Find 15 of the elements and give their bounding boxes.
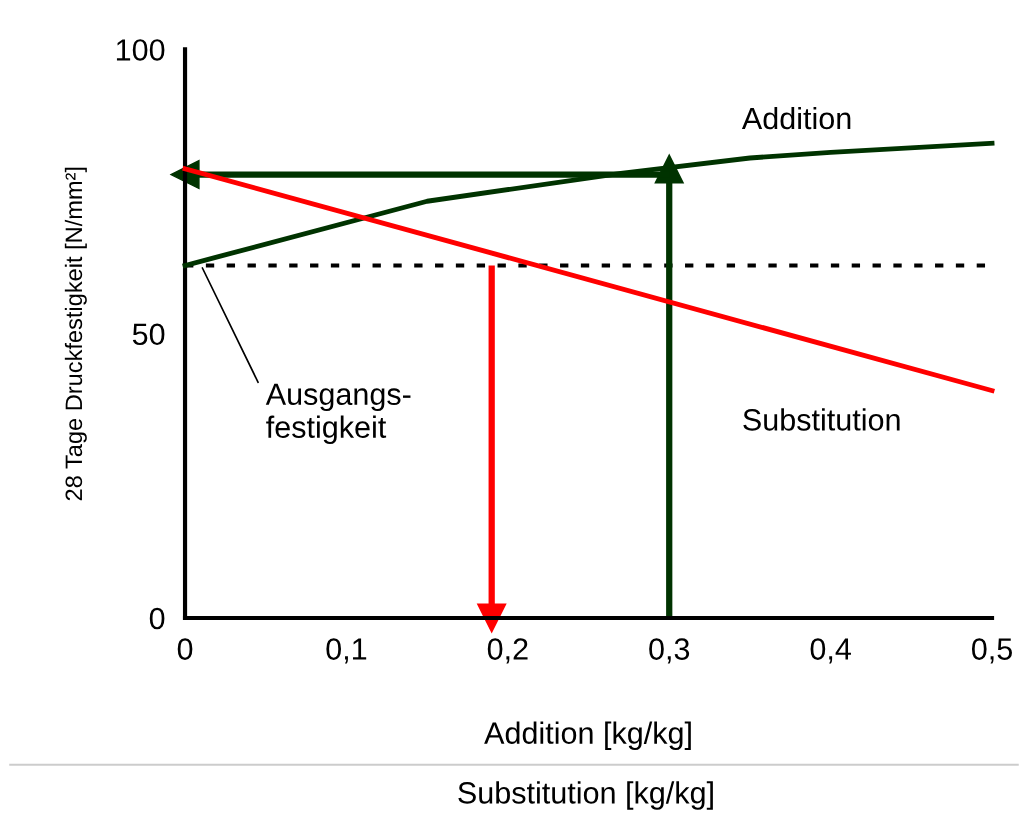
x-tick-label: 0,3 (649, 638, 690, 664)
series-label: Addition (741, 106, 851, 130)
x-tick-label: 0,5 (971, 638, 1012, 664)
x-tick-label: 0,2 (487, 638, 528, 664)
x-axis-title: Addition [kg/kg] (484, 721, 691, 750)
x-tick-label: 0,1 (326, 638, 367, 664)
y-tick-label: 100 (116, 39, 165, 61)
y-axis-title: 28 Tage Druckfestigkeit [N/mm²] (64, 167, 87, 501)
x-tick-label: 0 (177, 638, 193, 660)
series-label: Substitution (743, 408, 900, 431)
text: Substitution [kg/kg] (458, 781, 713, 810)
x-tick-label: 0,4 (810, 638, 851, 664)
annotation: Ausgangs- festigkeit (265, 383, 411, 445)
y-tick-label: 50 (132, 323, 165, 346)
y-tick-label: 0 (149, 607, 165, 630)
